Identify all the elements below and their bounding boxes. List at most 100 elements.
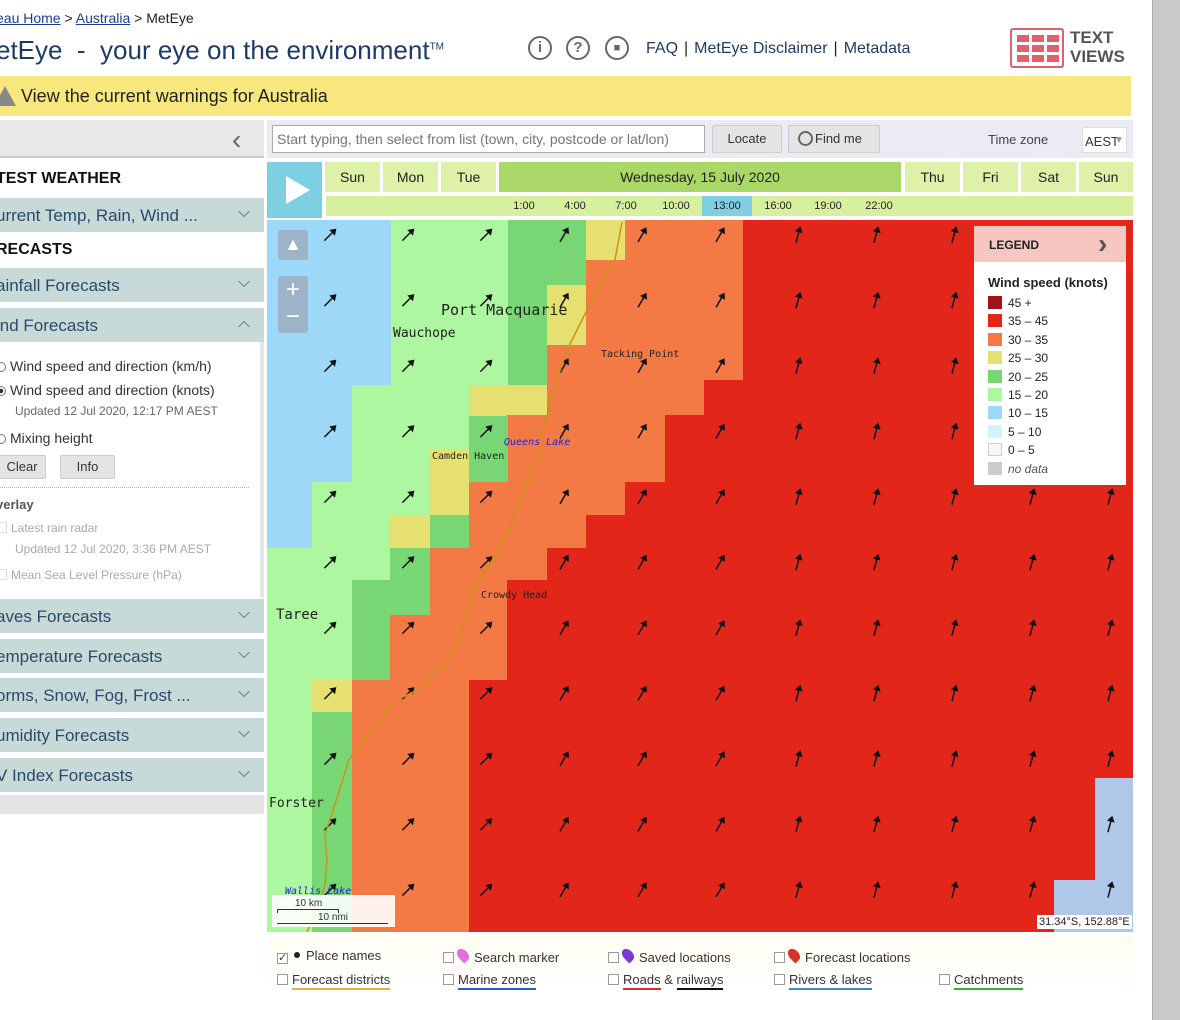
breadcrumb-home-link[interactable]: eau Home <box>0 10 61 26</box>
hour-tick[interactable]: 19:00 <box>814 200 842 212</box>
wind-arrow <box>401 883 415 897</box>
find-me-button[interactable]: Find me <box>788 125 880 153</box>
day-tab[interactable]: Fri <box>963 162 1018 192</box>
layer-forecast-districts[interactable]: Forecast districts <box>277 972 391 990</box>
legend-swatch <box>988 296 1002 309</box>
wind-arrow <box>950 881 959 898</box>
sidebar-item-uv[interactable]: V Index Forecasts ⌵ <box>0 758 264 792</box>
sidebar-item-temperature[interactable]: emperature Forecasts ⌵ <box>0 639 264 673</box>
wind-grid <box>267 220 1133 932</box>
place-label-taree: Taree <box>276 607 319 623</box>
overlay-radar-option[interactable]: Latest rain radar <box>0 521 98 535</box>
day-tab[interactable]: Thu <box>905 162 960 192</box>
day-tab[interactable]: Sat <box>1021 162 1076 192</box>
zoom-out-button[interactable]: − <box>278 303 308 333</box>
wind-kmh-option[interactable]: Wind speed and direction (km/h) <box>0 358 212 374</box>
layer-rivers-lakes[interactable]: Rivers & lakes <box>774 972 873 990</box>
warnings-banner[interactable]: View the current warnings for Australia <box>0 76 1131 116</box>
hour-tick[interactable]: 7:00 <box>615 200 637 212</box>
sidebar-item-wind[interactable]: ind Forecasts ⌵ <box>0 308 264 342</box>
layer-marine-zones[interactable]: Marine zones <box>443 972 537 990</box>
checkbox-icon[interactable] <box>608 974 619 985</box>
play-button[interactable] <box>267 162 322 218</box>
hour-tick[interactable]: 22:00 <box>865 200 893 212</box>
warnings-link[interactable]: View the current warnings for Australia <box>21 86 328 106</box>
hour-tick[interactable]: 4:00 <box>564 200 586 212</box>
checkbox-icon[interactable] <box>443 952 454 963</box>
day-tab[interactable]: Sun <box>325 162 380 192</box>
sidebar-collapse-bar[interactable]: ‹ <box>0 120 264 158</box>
radio-icon[interactable] <box>0 434 6 444</box>
location-search-input[interactable] <box>272 125 705 153</box>
legend-swatch <box>988 406 1002 420</box>
timezone-select[interactable]: AEST ▼ <box>1082 127 1127 153</box>
chevron-left-icon[interactable]: ‹ <box>232 124 242 155</box>
faq-link[interactable]: FAQ <box>646 40 679 57</box>
legend-item: 10 – 15 <box>988 406 1048 420</box>
metadata-link[interactable]: Metadata <box>843 40 911 57</box>
legend-header[interactable]: LEGEND › <box>974 226 1126 262</box>
checkbox-icon[interactable] <box>0 522 7 533</box>
zoom-in-button[interactable]: + <box>278 276 308 306</box>
sidebar-item-current[interactable]: urrent Temp, Rain, Wind ... ⌵ <box>0 198 264 232</box>
mixing-height-option[interactable]: Mixing height <box>0 430 93 446</box>
checkbox-icon[interactable] <box>277 974 288 985</box>
australia-icon[interactable]: ▲ <box>278 230 308 260</box>
checkbox-icon[interactable] <box>0 569 7 580</box>
hour-strip[interactable]: 1:00 4:00 7:00 10:00 13:00 16:00 19:00 2… <box>326 196 1133 216</box>
wind-arrow <box>479 687 493 700</box>
wind-arrow <box>950 815 959 833</box>
layer-search-marker[interactable]: Search marker <box>443 946 559 965</box>
chevron-right-icon[interactable]: › <box>1098 228 1108 259</box>
checkbox-icon[interactable] <box>939 974 950 985</box>
checkbox-icon[interactable] <box>608 952 619 963</box>
window-scrollbar[interactable] <box>1152 0 1180 1020</box>
legend-item: 35 – 45 <box>988 314 1048 328</box>
help-icon[interactable]: ? <box>566 36 590 60</box>
breadcrumb-separator: > <box>64 10 73 26</box>
overlay-mslp-option[interactable]: Mean Sea Level Pressure (hPa) <box>0 568 182 582</box>
radio-selected-icon[interactable] <box>0 386 6 396</box>
info-button[interactable]: Info <box>60 455 115 479</box>
hour-tick[interactable]: 16:00 <box>764 200 792 212</box>
wind-map[interactable] <box>267 220 1133 932</box>
sidebar-item-waves[interactable]: aves Forecasts ⌵ <box>0 599 264 633</box>
layer-label: Marine zones <box>458 972 537 990</box>
wind-arrow <box>794 553 803 571</box>
wind-arrow <box>794 750 803 767</box>
sidebar-item-humidity[interactable]: umidity Forecasts ⌵ <box>0 718 264 752</box>
layer-catchments[interactable]: Catchments <box>939 972 1024 990</box>
chevron-down-icon: ⌵ <box>238 764 251 781</box>
hour-tick-selected[interactable]: 13:00 <box>702 196 752 216</box>
text-views-button[interactable]: TEXT VIEWS <box>1010 28 1130 70</box>
day-tab[interactable]: Mon <box>383 162 438 192</box>
chevron-down-icon: ⌵ <box>238 645 251 662</box>
day-tab[interactable]: Sun <box>1079 162 1133 192</box>
wind-arrow <box>715 685 725 701</box>
layer-roads-railways[interactable]: Roads & railways <box>608 972 724 990</box>
page-title-text: etEye - your eye on the environment <box>0 35 430 65</box>
layer-place-names[interactable]: ✓ Place names <box>277 948 381 964</box>
sidebar-item-storms[interactable]: orms, Snow, Fog, Frost ... ⌵ <box>0 678 264 712</box>
wind-knots-option[interactable]: Wind speed and direction (knots) <box>0 382 215 398</box>
text-views-label: TEXT VIEWS <box>1070 28 1125 66</box>
disclaimer-link[interactable]: MetEye Disclaimer <box>694 40 828 57</box>
clear-button[interactable]: Clear <box>0 455 46 479</box>
locate-button[interactable]: Locate <box>712 125 782 153</box>
hour-tick[interactable]: 10:00 <box>662 200 690 212</box>
layer-forecast-locations[interactable]: Forecast locations <box>774 946 911 965</box>
sidebar-item-rainfall[interactable]: ainfall Forecasts ⌵ <box>0 268 264 302</box>
checkbox-icon[interactable] <box>774 974 785 985</box>
feedback-icon[interactable]: ■ <box>605 36 629 60</box>
day-tab-selected[interactable]: Wednesday, 15 July 2020 <box>499 162 901 192</box>
hour-tick[interactable]: 1:00 <box>513 200 535 212</box>
checkbox-icon[interactable] <box>774 952 785 963</box>
layer-saved-locations[interactable]: Saved locations <box>608 946 731 965</box>
wind-arrow <box>401 490 415 504</box>
info-icon[interactable]: i <box>528 36 552 60</box>
checkbox-icon[interactable] <box>443 974 454 985</box>
day-tab[interactable]: Tue <box>441 162 496 192</box>
checkbox-checked-icon[interactable]: ✓ <box>277 952 288 964</box>
radio-icon[interactable] <box>0 362 6 372</box>
breadcrumb-australia-link[interactable]: Australia <box>75 10 131 26</box>
